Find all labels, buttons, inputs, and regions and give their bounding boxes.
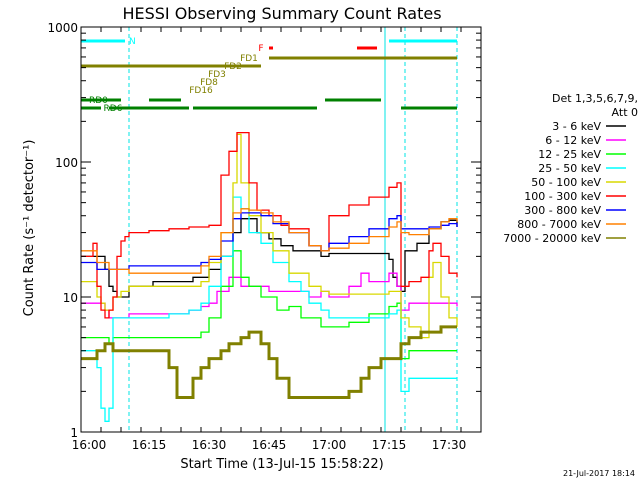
x-tick-label-1: 16:15	[132, 438, 167, 452]
series-line-5	[81, 131, 458, 319]
series-line-3	[81, 196, 457, 422]
y-tick-label-0: 1	[70, 426, 78, 440]
series-line-8	[81, 325, 457, 399]
series-line-0	[81, 218, 458, 298]
legend-label-3: 25 - 50 keV	[538, 162, 601, 175]
flag-label-rd0: RD0	[89, 96, 108, 106]
legend-label-0: 3 - 6 keV	[552, 120, 601, 133]
x-tick-label-3: 16:45	[252, 438, 287, 452]
y-tick-label-3: 1000	[47, 21, 78, 35]
plot-frame	[80, 26, 482, 433]
legend-label-6: 300 - 800 keV	[524, 204, 601, 217]
flag-label-fd3: FD3	[208, 70, 226, 80]
legend-label-4: 50 - 100 keV	[531, 176, 601, 189]
flag-label-n: N	[129, 37, 136, 47]
x-tick-label-2: 16:30	[192, 438, 227, 452]
flag-label-fd16: FD16	[189, 86, 213, 96]
legend-label-1: 6 - 12 keV	[545, 134, 601, 147]
date-stamp: 21-Jul-2017 18:14	[563, 469, 635, 478]
y-tick-label-1: 10	[63, 291, 78, 305]
chart-title: HESSI Observing Summary Count Rates	[122, 4, 441, 23]
x-axis-label: Start Time (13-Jul-15 15:58:22)	[180, 457, 383, 472]
x-tick-label-6: 17:30	[432, 438, 467, 452]
flag-label-fd8: FD8	[200, 78, 218, 88]
flag-label-fd1: FD1	[240, 54, 258, 64]
y-axis-label: Count Rate (s⁻¹ detector⁻¹)	[22, 140, 37, 317]
legend-header-attenuator: Att 0	[612, 106, 638, 119]
x-tick-label-5: 17:15	[372, 438, 407, 452]
x-tick-label-4: 17:00	[312, 438, 347, 452]
legend-label-7: 800 - 7000 keV	[517, 218, 601, 231]
legend-label-5: 100 - 300 keV	[524, 190, 601, 203]
flag-label-rd6: RD6	[104, 104, 123, 114]
legend-label-2: 12 - 25 keV	[538, 148, 601, 161]
legend-header: Det 1,3,5,6,7,9,	[552, 92, 638, 105]
x-tick-label-0: 16:00	[72, 438, 107, 452]
legend-label-8: 7000 - 20000 keV	[503, 232, 601, 245]
y-tick-label-2: 100	[55, 156, 78, 170]
series-line-2	[81, 250, 457, 360]
flag-label-f: F	[258, 44, 263, 54]
flag-label-fd2: FD2	[224, 62, 242, 72]
series-line-7	[81, 208, 458, 274]
